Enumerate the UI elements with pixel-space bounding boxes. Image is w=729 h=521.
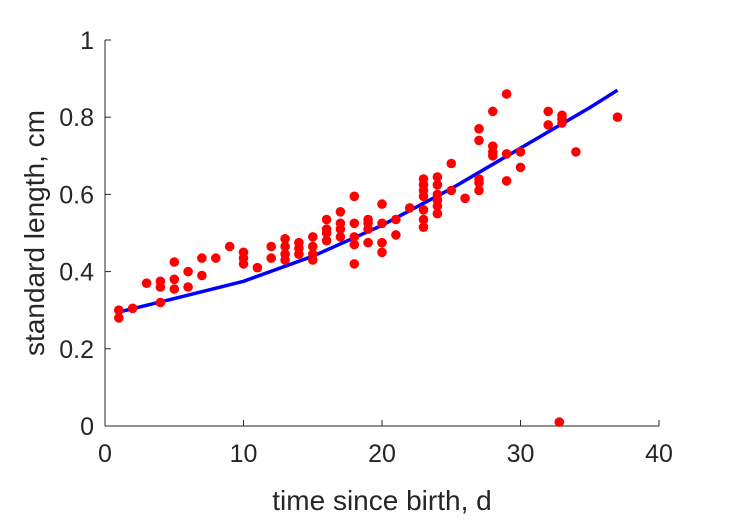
- y-ticks: 0 0.2 0.4 0.6 0.8 1: [59, 27, 111, 441]
- data-point: [418, 174, 429, 184]
- data-point: [474, 135, 484, 146]
- data-point: [377, 247, 387, 258]
- y-axis-label: standard length, cm: [19, 110, 50, 356]
- data-point: [349, 232, 360, 242]
- data-point: [501, 176, 512, 186]
- data-point: [363, 214, 373, 225]
- data-point: [155, 297, 166, 308]
- data-point: [349, 239, 360, 250]
- data-point: [515, 162, 526, 173]
- data-point: [391, 214, 401, 225]
- data-point: [446, 158, 457, 169]
- data-point: [501, 89, 512, 99]
- data-point: [515, 147, 526, 157]
- data-point: [252, 262, 263, 273]
- data-point: [377, 237, 387, 248]
- data-point: [280, 241, 290, 252]
- data-point: [169, 257, 180, 267]
- data-point: [377, 218, 387, 229]
- data-point: [501, 149, 512, 159]
- fit-curve: [118, 88, 619, 314]
- y-tick-label: 0.2: [59, 336, 94, 364]
- data-point: [197, 253, 207, 263]
- data-point: [169, 274, 180, 285]
- x-axis-label: time since birth, d: [272, 485, 491, 516]
- data-point: [349, 191, 360, 202]
- data-point: [183, 282, 193, 292]
- data-point: [418, 214, 429, 225]
- data-point: [308, 249, 318, 259]
- data-point: [543, 120, 553, 130]
- data-point: [543, 106, 553, 117]
- x-tick-label: 20: [368, 440, 396, 468]
- data-point: [335, 218, 346, 229]
- data-point: [474, 185, 484, 196]
- data-point: [432, 208, 443, 219]
- data-point: [280, 249, 290, 259]
- data-point: [612, 112, 623, 122]
- data-point: [321, 214, 332, 225]
- data-point: [446, 185, 457, 196]
- data-point: [474, 124, 484, 134]
- data-point: [432, 180, 443, 190]
- data-point: [266, 253, 277, 263]
- data-point: [169, 284, 180, 294]
- data-point: [557, 110, 567, 121]
- fit-curve-layer: [118, 88, 619, 314]
- x-tick-label: 40: [645, 440, 673, 468]
- y-tick-label: 0: [80, 413, 94, 441]
- data-point: [460, 193, 470, 204]
- x-ticks: 0 10 20 30 40: [98, 420, 673, 468]
- data-point: [404, 203, 415, 213]
- data-point: [488, 141, 498, 151]
- data-point: [349, 218, 360, 229]
- data-point: [308, 241, 318, 252]
- data-point: [335, 232, 346, 242]
- data-point: [127, 303, 138, 314]
- data-point: [571, 147, 581, 157]
- data-point: [114, 305, 124, 316]
- data-point: [554, 417, 565, 427]
- data-point: [349, 259, 360, 269]
- y-tick-label: 0.8: [59, 104, 94, 132]
- data-point: [488, 106, 498, 117]
- x-tick-label: 30: [507, 440, 535, 468]
- data-point: [321, 235, 332, 246]
- x-tick-label: 10: [230, 440, 258, 468]
- data-point: [224, 241, 235, 252]
- data-point: [197, 270, 207, 281]
- data-points-layer: [114, 89, 623, 427]
- data-point: [418, 205, 429, 215]
- data-point: [432, 189, 443, 200]
- data-point: [183, 266, 193, 277]
- data-point: [280, 234, 290, 244]
- data-point: [141, 278, 152, 289]
- y-tick-label: 0.4: [59, 259, 94, 287]
- data-point: [155, 276, 166, 287]
- x-tick-label: 0: [98, 440, 112, 468]
- data-point: [266, 241, 277, 252]
- y-tick-label: 1: [80, 27, 94, 55]
- data-point: [335, 207, 346, 217]
- data-point: [211, 253, 221, 263]
- y-tick-label: 0.6: [59, 181, 94, 209]
- data-point: [308, 232, 318, 242]
- data-point: [432, 172, 443, 182]
- data-point: [321, 224, 332, 234]
- data-point: [238, 247, 249, 258]
- data-point: [294, 237, 304, 248]
- data-point: [377, 199, 387, 209]
- axes: 0 10 20 30 40 0 0.2 0.4 0.6 0.8 1: [59, 27, 673, 468]
- data-point: [391, 230, 401, 240]
- data-point: [418, 222, 429, 232]
- data-point: [474, 174, 484, 184]
- data-point: [114, 313, 124, 323]
- data-point: [363, 237, 373, 248]
